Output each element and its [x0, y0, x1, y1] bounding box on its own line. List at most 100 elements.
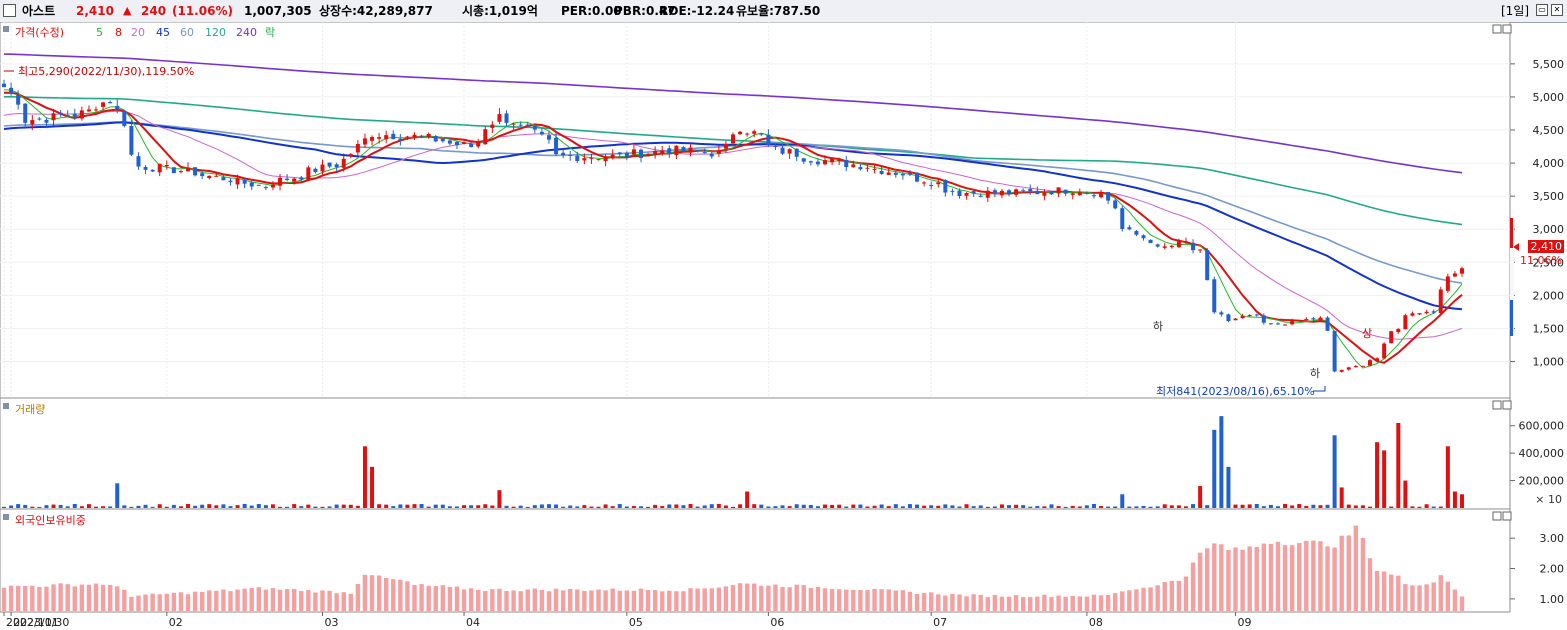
volume-bar — [1240, 504, 1245, 508]
volume-bar — [207, 504, 212, 508]
foreign-bar — [638, 588, 644, 611]
foreign-bar — [603, 590, 608, 611]
volume-bar — [738, 504, 743, 508]
foreign-bar — [1410, 585, 1415, 611]
candle-body — [823, 160, 828, 165]
x-tick-label: 04 — [466, 616, 480, 629]
candle-body — [221, 177, 226, 181]
candle-body — [285, 178, 290, 181]
panel-max-icon[interactable] — [1492, 24, 1502, 34]
candle-body — [638, 149, 643, 158]
candle-body — [1283, 324, 1288, 326]
volume-bar — [801, 504, 806, 508]
candle-body — [1424, 311, 1429, 314]
volume-bar — [1056, 506, 1061, 508]
volume-max-icon[interactable] — [1492, 400, 1502, 410]
candle-body — [815, 161, 820, 165]
candle-body — [801, 158, 806, 162]
volume-bar — [44, 505, 49, 508]
foreign-bar — [950, 593, 955, 611]
candle-body — [228, 180, 233, 183]
foreign-bar — [511, 590, 516, 611]
price-change-pct: (11.06%) — [172, 4, 233, 18]
foreign-bar — [1042, 594, 1047, 611]
foreign-bar — [525, 589, 530, 611]
volume-bar — [285, 506, 290, 508]
foreign-bar — [1226, 550, 1231, 611]
foreign-bar — [86, 584, 92, 611]
foreign-bar — [129, 596, 134, 611]
candle-body — [1382, 343, 1387, 359]
candle-body — [999, 190, 1004, 196]
candle-body — [1028, 188, 1033, 192]
foreign-bar — [192, 591, 198, 611]
panel-close-icon[interactable] — [1502, 24, 1512, 34]
volume-bar — [72, 503, 77, 508]
candle-body — [1460, 268, 1464, 274]
candle-body — [200, 173, 205, 177]
foreign-bar — [15, 585, 21, 611]
foreign-close-icon[interactable] — [1502, 511, 1512, 521]
volume-bar — [1431, 506, 1436, 508]
ma240-line — [3, 53, 1463, 174]
volume-bar — [186, 503, 191, 508]
volume-tick-label: 600,000 — [1519, 420, 1565, 433]
volume-close-icon[interactable] — [1502, 400, 1512, 410]
candle-body — [617, 152, 622, 155]
foreign-bar — [440, 585, 446, 611]
foreign-bar — [723, 586, 729, 611]
foreign-bar — [1084, 596, 1090, 611]
panel-menu-icon[interactable] — [3, 26, 9, 32]
volume-bar — [79, 506, 84, 508]
candle-body — [511, 123, 516, 125]
volume-bar — [377, 504, 382, 508]
candle-body — [504, 113, 509, 123]
candle-body — [830, 158, 835, 163]
foreign-bar — [858, 590, 863, 611]
candle-body — [1106, 192, 1111, 201]
foreign-bar — [1219, 544, 1224, 611]
foreign-bar — [688, 588, 693, 611]
close-window-icon[interactable]: ✕ — [1551, 4, 1563, 16]
foreign-bar — [1261, 543, 1267, 611]
candle-body — [242, 179, 247, 184]
volume-bar — [164, 506, 169, 508]
foreign-bar — [1396, 575, 1401, 611]
foreign-menu-icon[interactable] — [3, 514, 9, 520]
volume-bar — [1268, 504, 1273, 508]
foreign-bar — [107, 584, 113, 611]
volume-bar — [716, 503, 721, 508]
foreign-bar — [93, 583, 99, 611]
volume-bar — [1021, 505, 1026, 508]
restore-window-icon[interactable]: ▭ — [1536, 4, 1548, 16]
volume-bar — [476, 505, 481, 508]
foreign-max-icon[interactable] — [1492, 511, 1502, 521]
volume-bar — [1042, 506, 1047, 508]
foreign-bar — [553, 588, 559, 611]
x-tick-label: 08 — [1089, 616, 1103, 629]
volume-bar — [37, 506, 42, 508]
reserve-ratio: 유보율:787.50 — [736, 4, 821, 18]
chart-svg: 1,000 1,500 2,000 2,500 3,000 3,500 4,000 4,500… — [0, 22, 1567, 630]
volume-menu-icon[interactable] — [3, 403, 9, 409]
header-checkbox[interactable] — [3, 4, 16, 17]
foreign-bar — [766, 585, 771, 611]
volume-bar — [773, 506, 778, 508]
volume-bar — [497, 490, 502, 508]
candle-body — [1063, 189, 1068, 194]
candle-body — [86, 109, 91, 112]
legend-price: 가격(수정) — [15, 26, 64, 39]
foreign-bar — [221, 589, 226, 611]
foreign-bar — [900, 590, 906, 611]
foreign-bar — [1006, 596, 1012, 611]
foreign-bar — [801, 585, 806, 611]
foreign-bar — [752, 583, 757, 611]
candle-body — [1212, 279, 1217, 313]
candle-body — [278, 177, 283, 186]
period-selector[interactable]: [1일] — [1501, 4, 1530, 18]
candle-body — [1141, 235, 1146, 239]
volume-bar — [985, 506, 990, 508]
volume-bar — [214, 505, 219, 508]
volume-bar — [688, 503, 693, 508]
foreign-bar — [652, 590, 658, 611]
